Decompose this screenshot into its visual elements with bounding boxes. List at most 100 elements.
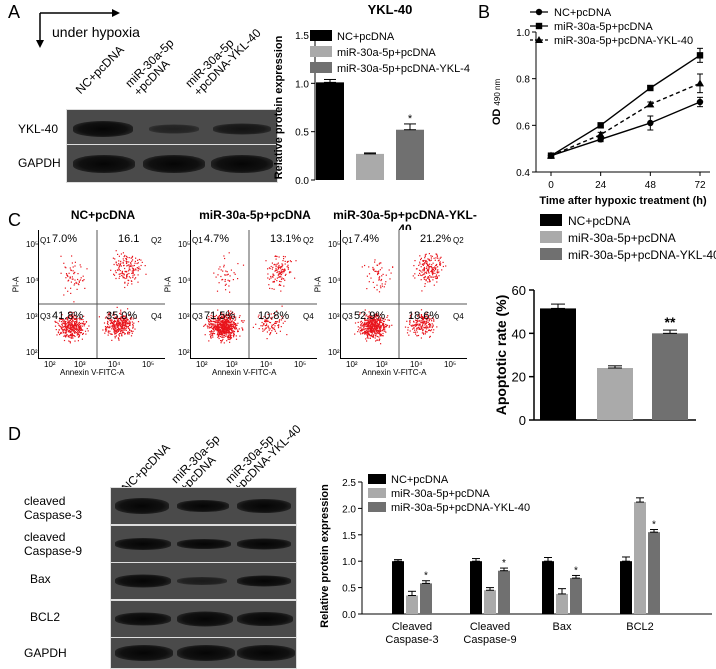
event-dot: [278, 264, 280, 266]
event-dot: [65, 326, 67, 328]
event-dot: [79, 329, 81, 331]
event-dot: [108, 330, 110, 332]
event-dot: [265, 320, 267, 322]
event-dot: [70, 318, 73, 320]
event-dot: [222, 330, 224, 332]
event-dot: [427, 326, 429, 329]
event-dot: [441, 269, 443, 271]
event-dot: [226, 332, 228, 334]
x-tick-label: 10³: [376, 360, 388, 369]
event-dot: [230, 316, 232, 318]
event-dot: [119, 322, 121, 324]
event-dot: [61, 318, 63, 320]
bar: [470, 561, 482, 614]
event-dot: [124, 315, 127, 317]
event-dot: [87, 330, 89, 332]
event-dot: [212, 323, 214, 325]
event-dot: [229, 336, 231, 338]
event-dot: [425, 253, 427, 255]
event-dot: [271, 288, 273, 290]
event-dot: [78, 280, 80, 282]
y-tick-label: 10⁴: [26, 276, 39, 285]
event-dot: [375, 327, 377, 330]
event-dot: [377, 315, 379, 318]
event-dot: [418, 323, 420, 325]
event-dot: [82, 333, 84, 335]
event-dot: [218, 318, 220, 320]
event-dot: [224, 335, 227, 337]
event-dot: [279, 266, 281, 268]
event-dot: [122, 275, 124, 277]
event-dot: [64, 287, 66, 289]
event-dot: [280, 290, 282, 292]
event-dot: [238, 328, 240, 330]
event-dot: [437, 260, 439, 262]
event-dot: [420, 321, 422, 323]
event-dot: [360, 333, 362, 335]
event-dot: [367, 316, 369, 318]
legend-swatch: [368, 488, 386, 498]
event-dot: [364, 319, 366, 321]
event-dot: [283, 285, 285, 287]
event-dot: [381, 317, 383, 319]
event-dot: [383, 324, 385, 326]
event-dot: [222, 270, 224, 272]
event-dot: [115, 327, 117, 329]
event-dot: [424, 255, 426, 257]
y-tick-label: 0: [519, 413, 526, 428]
band: [143, 154, 205, 173]
event-dot: [436, 256, 438, 258]
event-dot: [442, 261, 444, 263]
quadrant-name: Q3: [342, 312, 353, 321]
category-label: Bax: [553, 621, 572, 633]
event-dot: [109, 319, 111, 322]
event-dot: [384, 330, 386, 332]
event-dot: [420, 316, 422, 318]
event-dot: [416, 318, 419, 320]
event-dot: [122, 261, 124, 263]
bar: [570, 578, 582, 614]
event-dot: [276, 280, 278, 282]
event-dot: [71, 336, 73, 338]
event-dot: [223, 331, 226, 333]
event-dot: [418, 314, 421, 316]
event-dot: [376, 314, 378, 316]
event-dot: [222, 332, 224, 334]
event-dot: [233, 336, 235, 338]
event-dot: [210, 323, 212, 325]
event-dot: [217, 329, 220, 331]
event-dot: [72, 337, 74, 339]
event-dot: [426, 316, 428, 318]
event-dot: [134, 260, 136, 262]
event-dot: [84, 330, 87, 332]
event-dot: [277, 268, 280, 270]
event-dot: [113, 331, 115, 333]
event-dot: [228, 321, 230, 323]
event-dot: [377, 324, 379, 326]
event-dot: [76, 282, 78, 284]
event-dot: [361, 328, 363, 330]
event-dot: [260, 317, 262, 319]
event-dot: [385, 325, 387, 327]
event-dot: [366, 319, 368, 321]
event-dot: [239, 315, 241, 317]
event-dot: [413, 324, 415, 327]
event-dot: [62, 329, 65, 331]
event-dot: [132, 276, 134, 279]
event-dot: [113, 325, 115, 327]
event-dot: [65, 328, 67, 331]
event-dot: [428, 272, 430, 274]
event-dot: [70, 329, 72, 331]
bar: [634, 502, 646, 614]
event-dot: [275, 265, 277, 267]
event-dot: [114, 335, 116, 338]
legend-swatch: [368, 502, 386, 512]
event-dot: [67, 316, 69, 318]
event-dot: [66, 274, 69, 276]
event-dot: [78, 321, 81, 323]
event-dot: [434, 259, 436, 261]
event-dot: [221, 321, 223, 323]
event-dot: [124, 320, 126, 322]
event-dot: [219, 324, 221, 326]
event-dot: [71, 329, 74, 331]
